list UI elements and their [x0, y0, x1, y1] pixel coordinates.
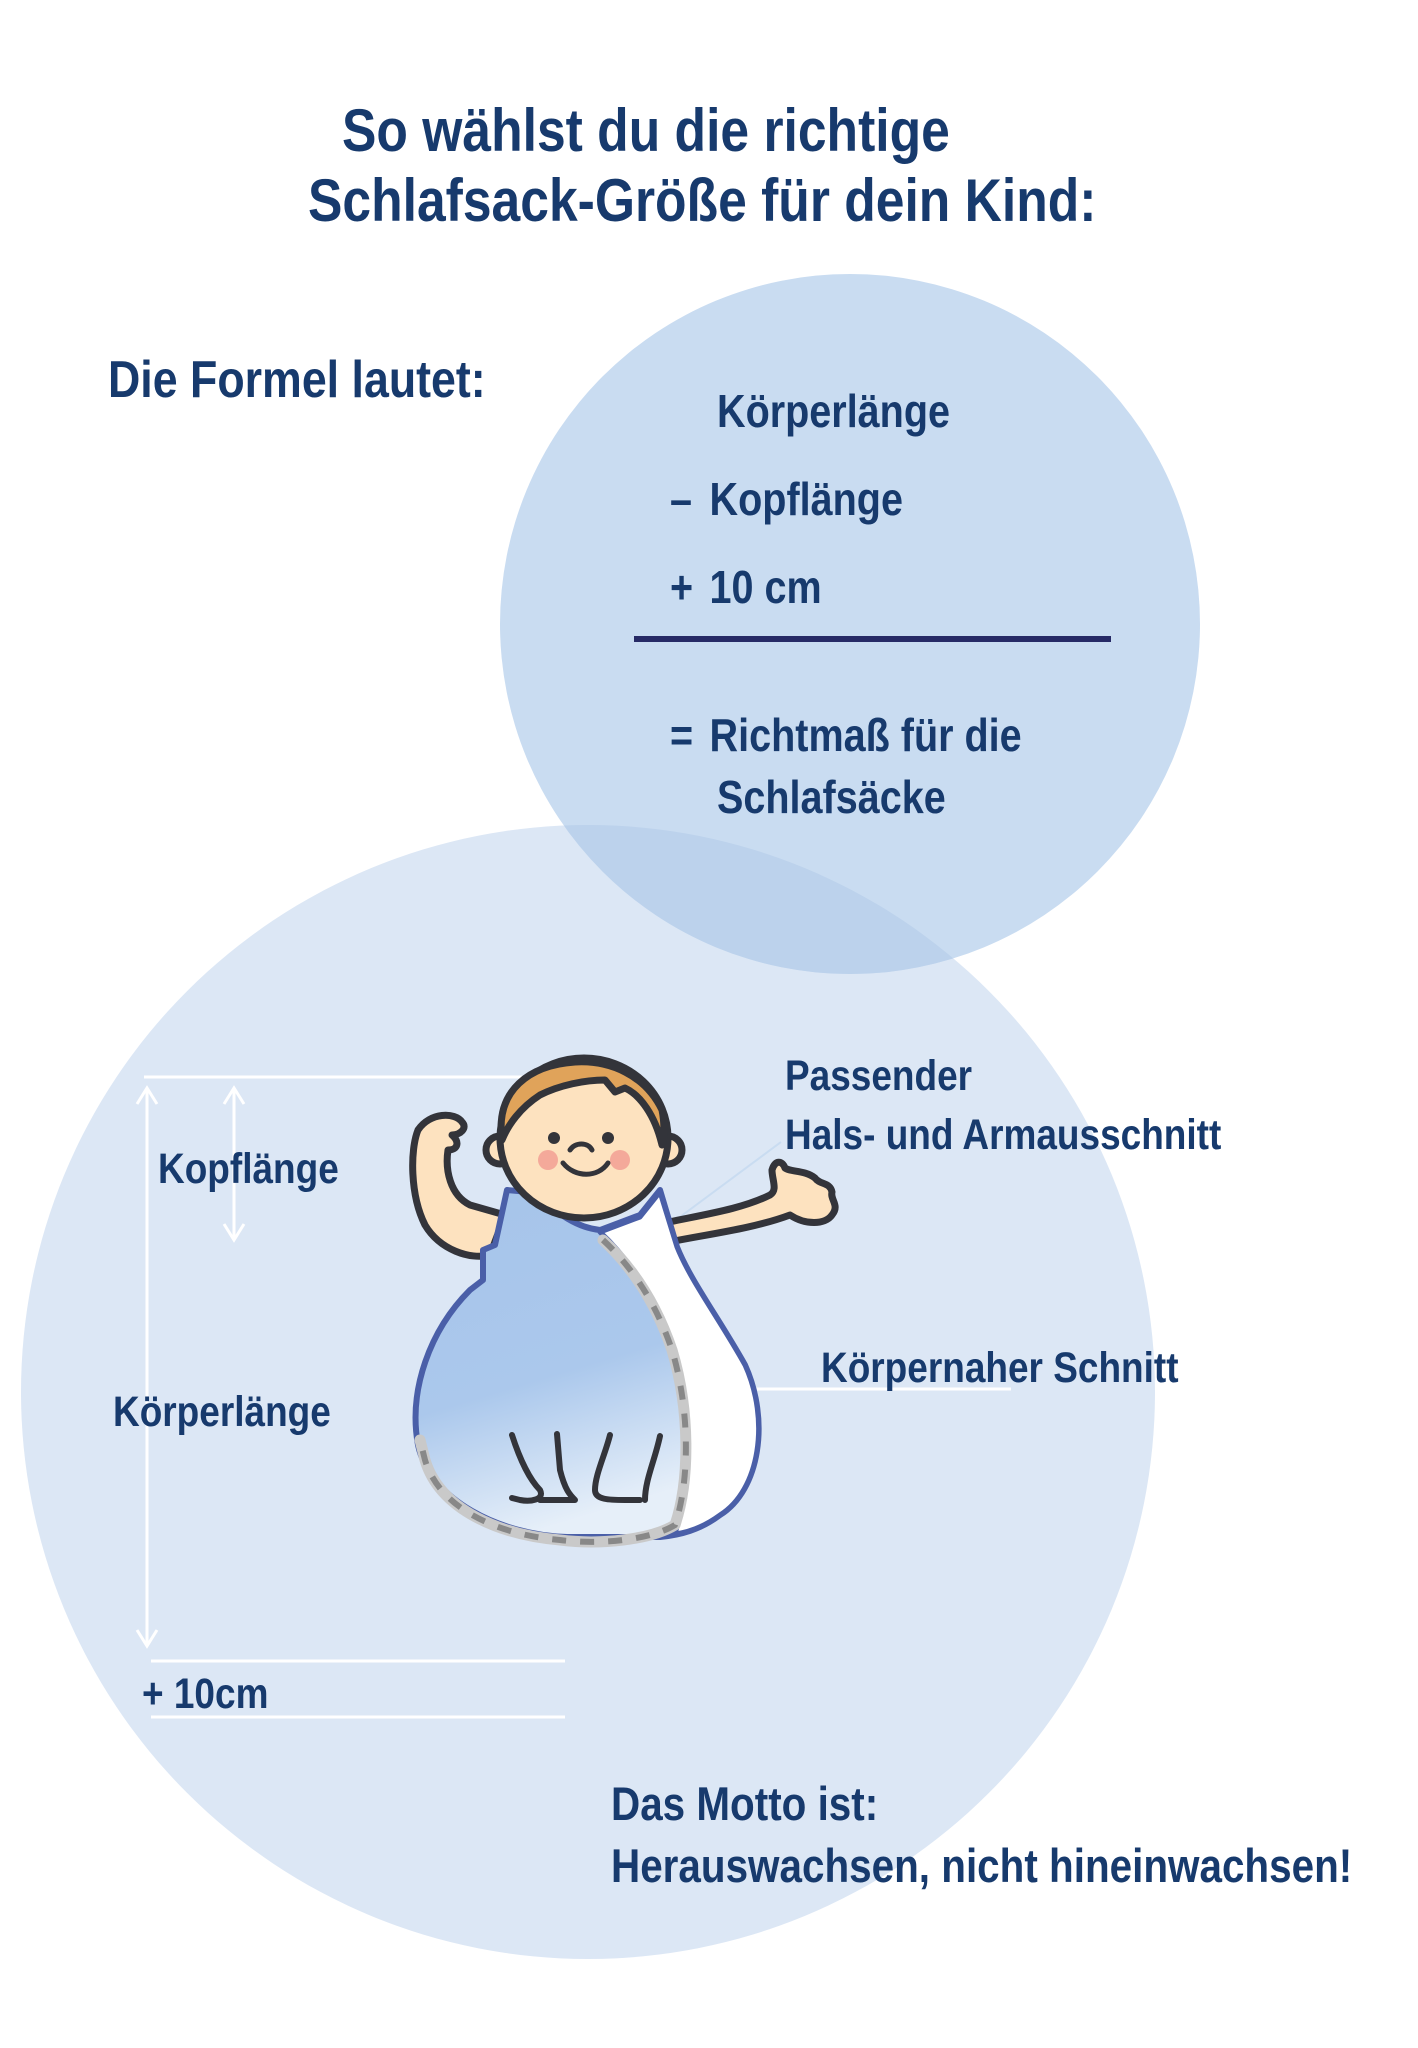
formula-result-line-1: Richtmaß für die [709, 709, 1022, 761]
right-arm [651, 1158, 839, 1249]
label-plus-10cm: + 10cm [142, 1670, 269, 1718]
label-body-cut: Körpernaher Schnitt [821, 1344, 1179, 1392]
formula-line-head: – Kopflänge [670, 472, 903, 526]
hair [497, 1058, 668, 1149]
top-circle [500, 274, 1200, 974]
formula-heading: Die Formel lautet: [108, 351, 486, 409]
motto-line-2: Herauswachsen, nicht hineinwachsen! [611, 1839, 1353, 1892]
label-neck-line-2: Hals- und Armausschnitt [785, 1111, 1222, 1159]
title-line-2: Schlafsack-Größe für dein Kind: [308, 167, 1097, 234]
label-head-length: Kopflänge [158, 1145, 339, 1193]
title-line-1: So wählst du die richtige [342, 97, 950, 164]
motto-line-1: Das Motto ist: [611, 1777, 879, 1830]
plus-sign: + [670, 561, 694, 613]
formula-line-extra: +10 cm [670, 560, 822, 614]
formula-line-body: Körperlänge [717, 385, 951, 437]
label-body-length: Körperlänge [113, 1388, 331, 1436]
formula-line-extra-text: 10 cm [709, 561, 822, 613]
baby-illustration [409, 1054, 839, 1548]
minus-sign: – [670, 473, 693, 525]
formula-divider [634, 636, 1111, 642]
feet [509, 1431, 663, 1504]
label-neck-line-1: Passender [785, 1052, 973, 1100]
left-arm [409, 1111, 509, 1260]
formula-result-line-2: Schlafsäcke [717, 771, 946, 823]
formula-line-head-text: Kopflänge [709, 473, 903, 525]
equals-sign: = [670, 709, 694, 761]
formula-result: = Richtmaß für die [670, 708, 1022, 762]
